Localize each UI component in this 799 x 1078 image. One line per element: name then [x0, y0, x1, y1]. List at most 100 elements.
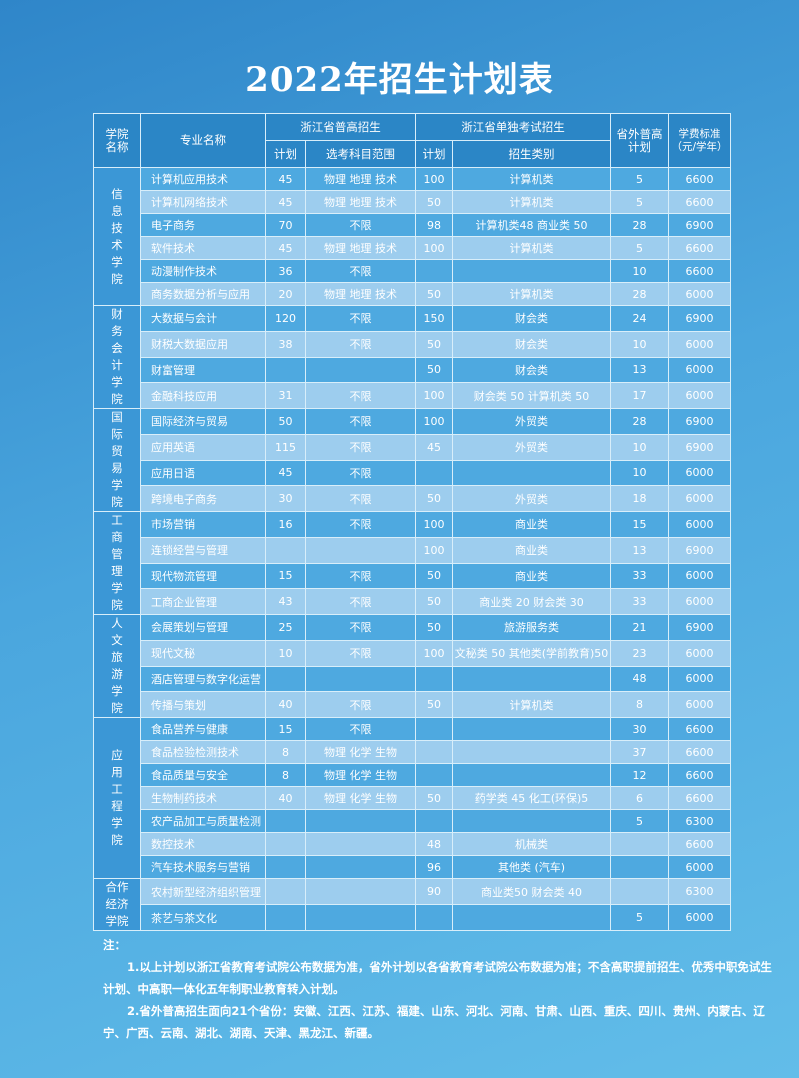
cell-major: 动漫制作技术	[140, 259, 266, 283]
cell-fee: 6000	[668, 382, 731, 409]
cell-category: 计算机类	[452, 691, 611, 718]
cell-fee: 6600	[668, 717, 731, 741]
cell-fee: 6600	[668, 167, 731, 191]
college-name: 财务会计学院	[93, 305, 141, 409]
header-zj-separate: 浙江省单独考试招生	[415, 113, 611, 141]
cell-fee: 6600	[668, 190, 731, 214]
header-plan: 计划	[265, 140, 306, 168]
cell-category: 财会类	[452, 305, 611, 332]
cell-major: 商务数据分析与应用	[140, 282, 266, 306]
table-row: 农产品加工与质量检测 5 6300	[94, 809, 731, 833]
cell-category	[452, 763, 611, 787]
cell-plan: 15	[265, 717, 306, 741]
cell-fee: 6900	[668, 433, 731, 461]
cell-outside	[610, 855, 669, 879]
table-body: 信息技术学院 计算机应用技术 45 物理 地理 技术 100 计算机类 5 6600 计算机网络…	[93, 167, 731, 931]
cell-fee: 6600	[668, 763, 731, 787]
cell-outside: 18	[610, 485, 669, 512]
college-name: 国际贸易学院	[93, 408, 141, 512]
cell-plan: 36	[265, 259, 306, 283]
cell-subjects	[305, 855, 416, 879]
cell-outside: 24	[610, 305, 669, 332]
header-college: 学院名称	[93, 113, 141, 168]
cell-fee: 6000	[668, 511, 731, 538]
cell-major: 财税大数据应用	[140, 330, 266, 358]
cell-outside: 10	[610, 259, 669, 283]
cell-category: 外贸类	[452, 433, 611, 461]
cell-major: 会展策划与管理	[140, 614, 266, 641]
cell-outside: 5	[610, 904, 669, 931]
cell-outside: 23	[610, 639, 669, 667]
table-row: 财税大数据应用 38 不限 50 财会类 10 6000	[94, 330, 731, 358]
table-row: 食品质量与安全 8 物理 化学 生物 12 6600	[94, 763, 731, 787]
cell-plan: 120	[265, 305, 306, 332]
cell-outside: 48	[610, 665, 669, 693]
table-row: 茶艺与茶文化 5 6000	[94, 904, 731, 931]
cell-outside: 10	[610, 459, 669, 487]
enrollment-plan-table: 学院名称 专业名称 浙江省普高招生 浙江省单独考试招生 省外普高计划 学费标准（…	[93, 113, 731, 931]
cell-outside: 17	[610, 382, 669, 409]
cell-category: 外贸类	[452, 408, 611, 435]
cell-fee: 6000	[668, 639, 731, 667]
cell-subjects: 物理 地理 技术	[305, 167, 416, 191]
table-row: 财务会计学院 大数据与会计 120 不限 150 财会类 24 6900	[93, 305, 731, 409]
cell-subjects: 不限	[305, 588, 416, 615]
note-item: 2.省外普高招生面向21个省份：安徽、江西、江苏、福建、山东、河北、河南、甘肃、…	[103, 1004, 765, 1040]
cell-category: 商业类	[452, 511, 611, 538]
cell-plan2	[415, 763, 453, 787]
cell-category: 商业类	[452, 536, 611, 564]
cell-major: 传播与策划	[140, 691, 266, 718]
cell-plan	[265, 904, 306, 931]
cell-outside: 12	[610, 763, 669, 787]
cell-plan2: 50	[415, 588, 453, 615]
cell-plan: 16	[265, 511, 306, 538]
cell-category: 外贸类	[452, 485, 611, 512]
cell-plan2: 100	[415, 511, 453, 538]
cell-plan2: 50	[415, 691, 453, 718]
cell-category: 商业类	[452, 562, 611, 590]
cell-subjects: 不限	[305, 408, 416, 435]
table-row: 应用日语 45 不限 10 6000	[94, 459, 731, 487]
cell-plan2: 50	[415, 614, 453, 641]
cell-major: 食品质量与安全	[140, 763, 266, 787]
cell-outside: 28	[610, 213, 669, 237]
cell-plan2: 50	[415, 330, 453, 358]
table-row: 传播与策划 40 不限 50 计算机类 8 6000	[94, 691, 731, 718]
cell-subjects: 不限	[305, 330, 416, 358]
page-title: 2022年招生计划表	[245, 60, 554, 100]
header-fee: 学费标准（元/学年）	[668, 113, 731, 168]
cell-subjects: 物理 化学 生物	[305, 740, 416, 764]
cell-fee: 6600	[668, 786, 731, 810]
cell-plan2	[415, 809, 453, 833]
cell-subjects: 物理 化学 生物	[305, 786, 416, 810]
cell-plan: 45	[265, 190, 306, 214]
cell-fee: 6600	[668, 740, 731, 764]
cell-plan2: 50	[415, 356, 453, 384]
cell-plan2: 100	[415, 167, 453, 191]
cell-subjects: 不限	[305, 259, 416, 283]
college-name: 合作经济学院	[93, 878, 141, 931]
cell-major: 食品营养与健康	[140, 717, 266, 741]
cell-plan2	[415, 717, 453, 741]
cell-outside: 13	[610, 536, 669, 564]
cell-plan2: 50	[415, 562, 453, 590]
cell-plan: 70	[265, 213, 306, 237]
cell-major: 财富管理	[140, 356, 266, 384]
table-row: 国际贸易学院 国际经济与贸易 50 不限 100 外贸类 28 6900	[93, 408, 731, 512]
cell-subjects: 不限	[305, 382, 416, 409]
cell-outside: 28	[610, 408, 669, 435]
notes: 注： 1.以上计划以浙江省教育考试院公布数据为准，省外计划以各省教育考试院公布数…	[103, 934, 783, 1044]
table-row: 应用工程学院 食品营养与健康 15 不限 30 6600	[93, 717, 731, 879]
table-row: 计算机网络技术 45 物理 地理 技术 50 计算机类 5 6600	[94, 190, 731, 214]
cell-outside: 6	[610, 786, 669, 810]
cell-category: 旅游服务类	[452, 614, 611, 641]
table-row: 动漫制作技术 36 不限 10 6600	[94, 259, 731, 283]
table-row: 工商企业管理 43 不限 50 商业类 20 财会类 30 33 6000	[94, 588, 731, 615]
cell-category: 财会类 50 计算机类 50	[452, 382, 611, 409]
cell-major: 生物制药技术	[140, 786, 266, 810]
cell-major: 现代物流管理	[140, 562, 266, 590]
cell-subjects: 不限	[305, 459, 416, 487]
college-name: 工商管理学院	[93, 511, 141, 615]
cell-outside: 13	[610, 356, 669, 384]
cell-major: 数控技术	[140, 832, 266, 856]
